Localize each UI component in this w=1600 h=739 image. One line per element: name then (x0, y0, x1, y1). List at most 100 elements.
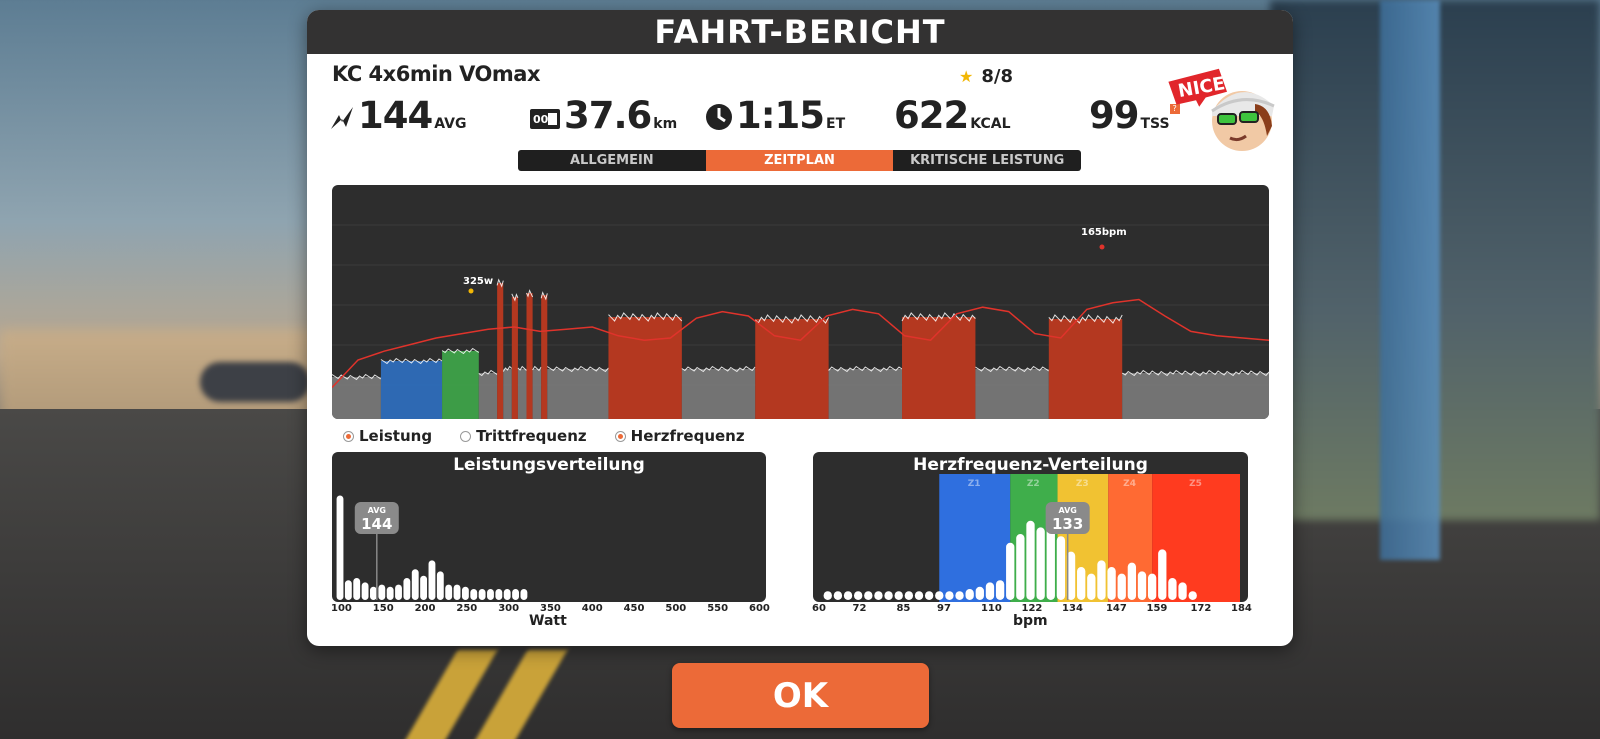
legend-power[interactable]: Leistung (343, 427, 432, 445)
power-segment (828, 369, 903, 419)
legend-cadence[interactable]: Trittfrequenz (460, 427, 587, 445)
background-car (200, 362, 310, 402)
power-line (1048, 314, 1123, 324)
stat-distance: 00 37.6 km (529, 96, 677, 136)
distribution-bar (975, 586, 984, 600)
stat-tss: 99 TSS ? (1089, 96, 1180, 136)
legend-heart-rate[interactable]: Herzfrequenz (614, 427, 745, 445)
timeline-svg: 325w 165bpm (332, 224, 1269, 419)
workout-rating: ★ 8/8 (959, 66, 1013, 87)
power-segment (608, 317, 682, 419)
hr-zone-band (1152, 474, 1240, 602)
x-tick-label: 72 (852, 603, 867, 614)
distribution-bar (884, 591, 893, 600)
power-segment (497, 283, 504, 419)
power-segment (975, 369, 1049, 419)
power-segment (532, 369, 542, 419)
x-tick-label: 97 (937, 603, 951, 614)
distribution-bar (1158, 549, 1167, 600)
hr-zone-label: Z4 (1123, 479, 1136, 489)
distribution-bar (503, 589, 511, 600)
legend-cadence-label: Trittfrequenz (476, 427, 587, 445)
distribution-bar (965, 589, 974, 600)
power-line (1121, 369, 1269, 377)
ok-button[interactable]: OK (672, 663, 929, 728)
distribution-bar (1087, 573, 1096, 600)
hr-distribution-chart: Herzfrequenz-Verteilung Z1 Z2 Z3 Z4 Z5 AVG 133 (813, 452, 1248, 602)
distribution-bar (478, 589, 486, 600)
x-tick-label: 250 (456, 603, 478, 614)
power-line (608, 312, 683, 322)
distribution-bar (411, 569, 419, 600)
time-unit: ET (826, 116, 846, 132)
power-segment (541, 295, 548, 419)
power-line (502, 365, 513, 372)
distribution-bar (894, 591, 903, 600)
distribution-bar (1006, 542, 1015, 600)
distribution-bar (1107, 567, 1116, 600)
distribution-bar (1097, 560, 1106, 600)
power-line (681, 365, 756, 373)
x-tick-label: 172 (1190, 603, 1212, 614)
power-segment (526, 293, 533, 419)
nice-avatar: NICE! (1168, 68, 1275, 151)
power-icon (331, 107, 353, 129)
x-tick-label: 350 (540, 603, 561, 614)
power-segment (1048, 319, 1123, 419)
power-line (441, 347, 480, 355)
hr-zone-label: Z3 (1076, 479, 1089, 489)
x-tick-label: 500 (665, 603, 687, 614)
distribution-bar (353, 578, 361, 600)
distribution-bar (420, 575, 428, 600)
average-badge (1045, 502, 1090, 534)
tss-info-icon[interactable]: ? (1169, 104, 1180, 114)
tab-allgemein[interactable]: ALLGEMEIN (569, 153, 654, 168)
power-line (532, 365, 542, 372)
power-line (496, 278, 504, 288)
distribution-bar (904, 591, 914, 600)
tss-value: 99 (1089, 94, 1139, 137)
distribution-bar (512, 589, 519, 600)
hr-zone-label: Z5 (1189, 479, 1202, 489)
distribution-bar (436, 571, 444, 600)
power-line (380, 357, 443, 365)
x-tick-label: 147 (1105, 603, 1127, 614)
distribution-bar (470, 589, 478, 600)
power-unit: AVG (434, 116, 467, 132)
tab-kritische-leistung[interactable]: KRITISCHE LEISTUNG (910, 153, 1065, 168)
cadence-toggle[interactable] (460, 430, 472, 442)
average-badge-value: 133 (1052, 515, 1083, 533)
power-line (975, 365, 1050, 373)
x-tick-label: 400 (581, 603, 603, 614)
calories-value: 622 (894, 94, 969, 137)
distribution-bar (495, 589, 503, 600)
power-segment (755, 319, 829, 419)
x-tick-label: 550 (707, 603, 729, 614)
distribution-bar (864, 591, 873, 600)
tab-zeitplan[interactable]: ZEITPLAN (705, 150, 894, 171)
stat-calories: 622 KCAL (894, 96, 1010, 136)
power-line (754, 314, 830, 324)
distance-unit: km (653, 116, 678, 132)
power-toggle[interactable] (343, 430, 354, 442)
distribution-bar (823, 591, 832, 600)
power-distribution-xlabel: Watt (529, 613, 567, 629)
distribution-bar (854, 591, 863, 600)
rating-value: 8/8 (981, 66, 1013, 87)
power-segment (442, 351, 479, 419)
report-tabs: ALLGEMEIN ZEITPLAN KRITISCHE LEISTUNG (518, 150, 1081, 171)
distribution-bar (1188, 591, 1197, 600)
power-segment (511, 297, 518, 419)
distribution-bar (833, 591, 843, 600)
distribution-bar (955, 591, 964, 600)
distribution-bar (336, 495, 344, 600)
distribution-bar (924, 591, 934, 600)
stat-time: 1:15 ET (705, 96, 845, 136)
distribution-bar (985, 582, 995, 600)
distribution-bar (1046, 516, 1055, 600)
heart-rate-toggle[interactable] (614, 430, 626, 442)
tss-unit: TSS (1140, 116, 1170, 132)
distribution-bar (1056, 536, 1066, 600)
distance-value: 37.6 (564, 94, 652, 137)
